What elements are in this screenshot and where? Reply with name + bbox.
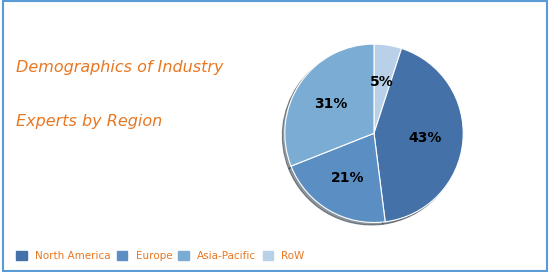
Wedge shape xyxy=(291,133,385,222)
Text: 31%: 31% xyxy=(315,97,348,111)
Text: Demographics of Industry: Demographics of Industry xyxy=(16,60,224,75)
Legend: North America, Europe, Asia-Pacific, RoW: North America, Europe, Asia-Pacific, RoW xyxy=(16,251,305,261)
Wedge shape xyxy=(285,44,374,166)
Wedge shape xyxy=(374,48,463,222)
Wedge shape xyxy=(374,44,401,133)
Text: 5%: 5% xyxy=(370,75,394,89)
Text: Experts by Region: Experts by Region xyxy=(16,114,163,129)
Text: 21%: 21% xyxy=(331,171,365,185)
Text: 43%: 43% xyxy=(409,131,442,145)
